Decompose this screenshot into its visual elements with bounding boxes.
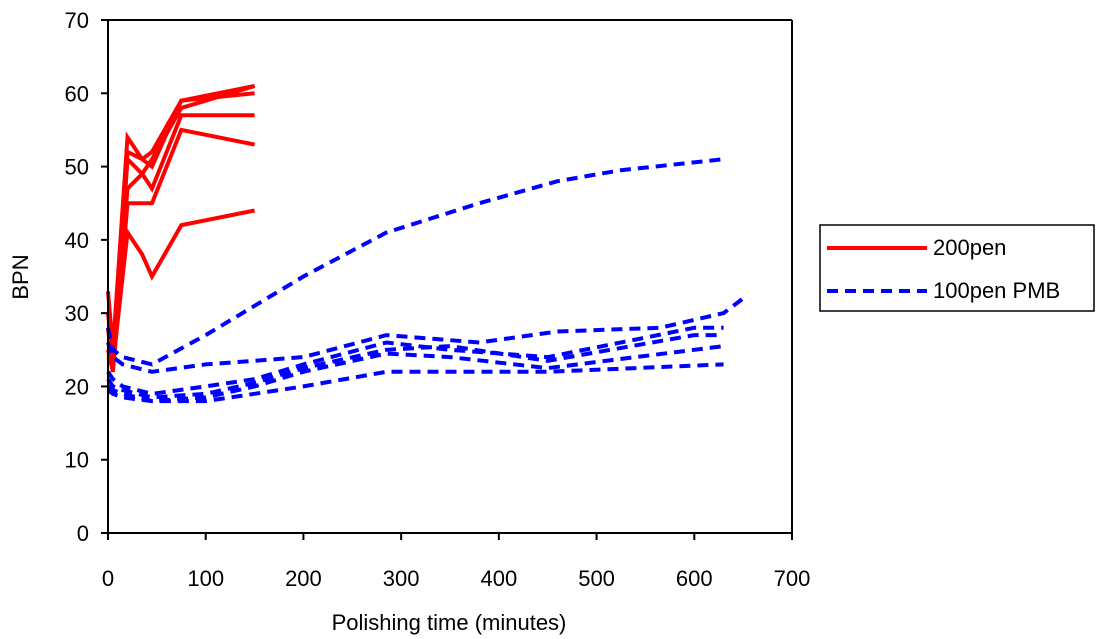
series-200pen-line (106, 208, 255, 371)
legend-label-100pen-pmb: 100pen PMB (933, 278, 1060, 303)
y-tick-label: 50 (65, 155, 89, 180)
y-tick-label: 60 (65, 81, 89, 106)
legend-label-200pen: 200pen (933, 235, 1006, 260)
series-100pen-pmb-line (106, 325, 724, 396)
x-tick-label: 0 (102, 566, 114, 591)
y-axis-title: BPN (8, 254, 33, 299)
series-100pen-pmb-line (106, 362, 724, 404)
series-200pen-line (106, 127, 255, 373)
x-tick-label: 200 (285, 566, 322, 591)
series-100pen-pmb-line (106, 157, 724, 367)
x-tick-label: 600 (676, 566, 713, 591)
x-ticks: 0 100 200 300 400 500 600 700 (102, 533, 810, 591)
x-axis-title: Polishing time (minutes) (332, 610, 567, 635)
x-tick-label: 100 (187, 566, 224, 591)
y-ticks: 0 10 20 30 40 50 60 70 (65, 8, 108, 546)
plot-series (106, 84, 745, 404)
legend-box (819, 224, 1095, 312)
y-tick-label: 70 (65, 8, 89, 33)
x-tick-label: 300 (383, 566, 420, 591)
axes (107, 19, 793, 534)
x-tick-label: 500 (578, 566, 615, 591)
legend: 200pen 100pen PMB (819, 224, 1095, 312)
y-tick-label: 0 (77, 521, 89, 546)
y-tick-label: 40 (65, 228, 89, 253)
x-tick-label: 400 (480, 566, 517, 591)
series-200pen-line (106, 84, 255, 350)
series-100pen-pmb-line (106, 333, 724, 400)
series-100pen-pmb-line (106, 344, 724, 404)
y-tick-label: 10 (65, 448, 89, 473)
y-tick-label: 20 (65, 374, 89, 399)
y-tick-label: 30 (65, 301, 89, 326)
x-tick-label: 700 (774, 566, 811, 591)
series-100pen-pmb-line (106, 296, 745, 374)
